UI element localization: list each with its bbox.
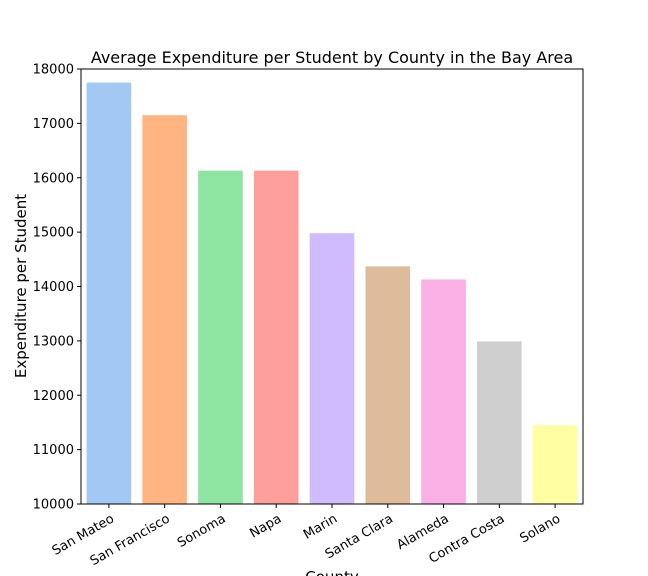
x-tick-label: Marin: [301, 511, 340, 542]
y-tick-label: 11000: [33, 443, 74, 458]
bars-group: [86, 82, 578, 504]
chart-title: Average Expenditure per Student by Count…: [91, 48, 573, 67]
y-tick-label: 18000: [33, 63, 74, 78]
bar-contra-costa: [477, 341, 522, 504]
y-tick-label: 16000: [33, 171, 74, 186]
y-tick-label: 10000: [33, 498, 74, 513]
x-tick-label: Napa: [247, 511, 284, 541]
y-tick-label: 14000: [33, 280, 74, 295]
y-axis-label: Expenditure per Student: [12, 194, 30, 378]
bar-san-francisco: [142, 115, 187, 504]
y-tick-label: 13000: [33, 334, 74, 349]
y-tick-label: 12000: [33, 389, 74, 404]
x-axis-label: County: [305, 568, 359, 576]
x-tick-label: Sonoma: [175, 511, 228, 551]
x-tick-label: Solano: [518, 511, 564, 546]
y-axis: 10000 11000 12000 13000 14000 15000 16000 17000…: [33, 63, 81, 513]
bar-marin: [309, 233, 355, 504]
bar-santa-clara: [365, 266, 411, 504]
bar-solano: [532, 425, 578, 504]
bar-san-mateo: [86, 82, 132, 504]
bar-sonoma: [198, 170, 243, 504]
bar-napa: [253, 170, 299, 504]
y-tick-label: 17000: [33, 117, 74, 132]
bar-alameda: [421, 279, 466, 504]
y-tick-label: 15000: [33, 226, 74, 241]
